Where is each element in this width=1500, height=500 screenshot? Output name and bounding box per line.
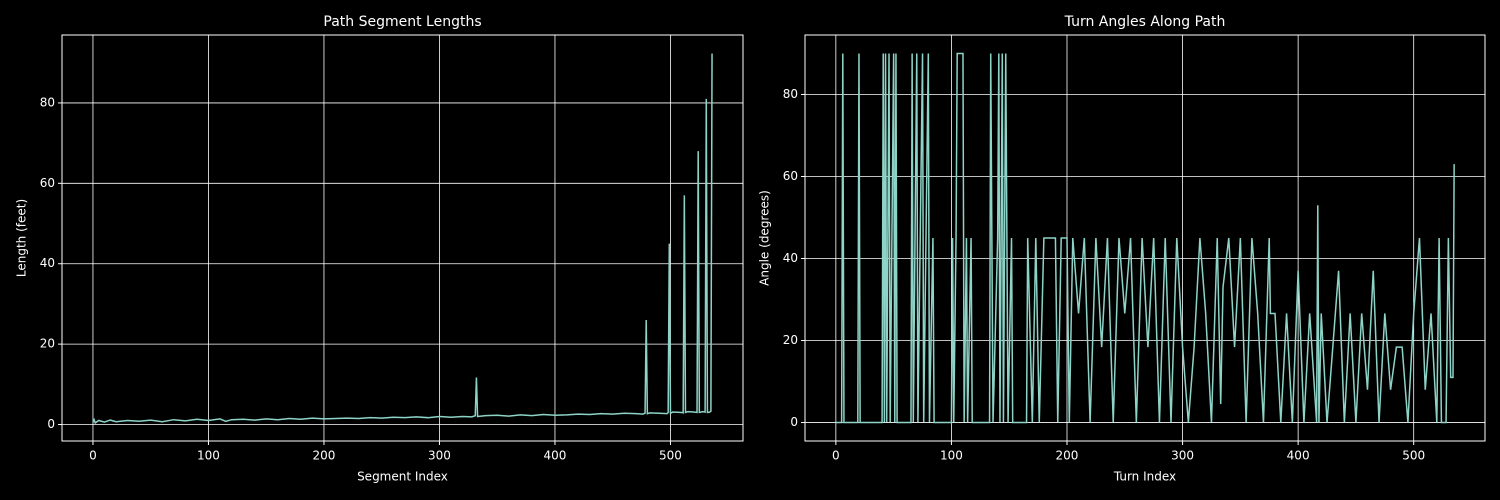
y-tick-label: 20 bbox=[40, 337, 55, 351]
x-axis-label: Segment Index bbox=[357, 470, 448, 484]
x-tick-label: 500 bbox=[659, 449, 682, 463]
x-tick-label: 400 bbox=[544, 449, 567, 463]
x-tick-label: 0 bbox=[832, 449, 840, 463]
axes-frame bbox=[61, 34, 744, 442]
x-tick-label: 200 bbox=[313, 449, 336, 463]
x-tick-label: 100 bbox=[197, 449, 220, 463]
y-tick-label: 0 bbox=[47, 417, 55, 431]
x-axis-label: Turn Index bbox=[1113, 470, 1176, 484]
axes-frame bbox=[804, 34, 1486, 442]
y-tick-label: 60 bbox=[783, 169, 798, 183]
x-tick-label: 500 bbox=[1402, 449, 1425, 463]
y-tick-label: 60 bbox=[40, 176, 55, 190]
y-tick-label: 80 bbox=[40, 95, 55, 109]
data-line bbox=[92, 53, 713, 425]
data-line bbox=[835, 52, 1455, 424]
x-tick-label: 0 bbox=[89, 449, 97, 463]
x-tick-label: 400 bbox=[1287, 449, 1310, 463]
x-tick-label: 100 bbox=[940, 449, 963, 463]
y-tick-label: 20 bbox=[783, 333, 798, 347]
x-tick-label: 300 bbox=[428, 449, 451, 463]
x-tick-label: 300 bbox=[1171, 449, 1194, 463]
y-axis-label: Length (feet) bbox=[15, 199, 29, 277]
y-tick-label: 40 bbox=[783, 251, 798, 265]
y-axis-label: Angle (degrees) bbox=[758, 190, 772, 286]
y-tick-label: 80 bbox=[783, 87, 798, 101]
x-tick-label: 200 bbox=[1056, 449, 1079, 463]
chart-title: Turn Angles Along Path bbox=[1064, 14, 1226, 30]
y-tick-label: 40 bbox=[40, 256, 55, 270]
y-tick-label: 0 bbox=[790, 415, 798, 429]
chart-title: Path Segment Lengths bbox=[323, 14, 481, 30]
